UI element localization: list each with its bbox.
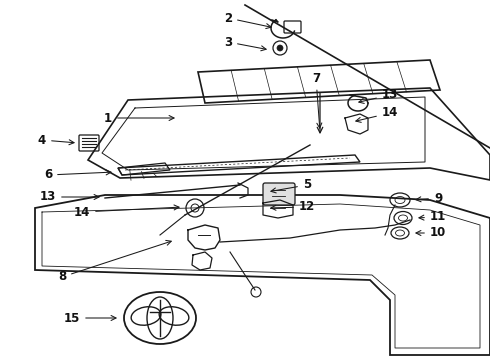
Text: 9: 9 — [416, 192, 442, 204]
Text: 3: 3 — [224, 36, 266, 51]
Text: 11: 11 — [419, 211, 446, 224]
FancyBboxPatch shape — [263, 183, 295, 205]
Circle shape — [277, 45, 283, 51]
Text: 1: 1 — [104, 112, 174, 125]
Text: 12: 12 — [271, 201, 315, 213]
Text: 7: 7 — [312, 72, 322, 128]
Text: 8: 8 — [58, 240, 171, 284]
Text: 13: 13 — [359, 89, 398, 103]
Text: 6: 6 — [44, 168, 111, 181]
Text: 14: 14 — [74, 205, 179, 219]
Text: 4: 4 — [38, 134, 74, 147]
Text: 5: 5 — [271, 179, 311, 193]
Text: 14: 14 — [356, 107, 398, 122]
Text: 13: 13 — [40, 190, 99, 203]
Text: 15: 15 — [64, 311, 116, 324]
Text: 2: 2 — [224, 12, 271, 28]
Text: 10: 10 — [416, 226, 446, 239]
